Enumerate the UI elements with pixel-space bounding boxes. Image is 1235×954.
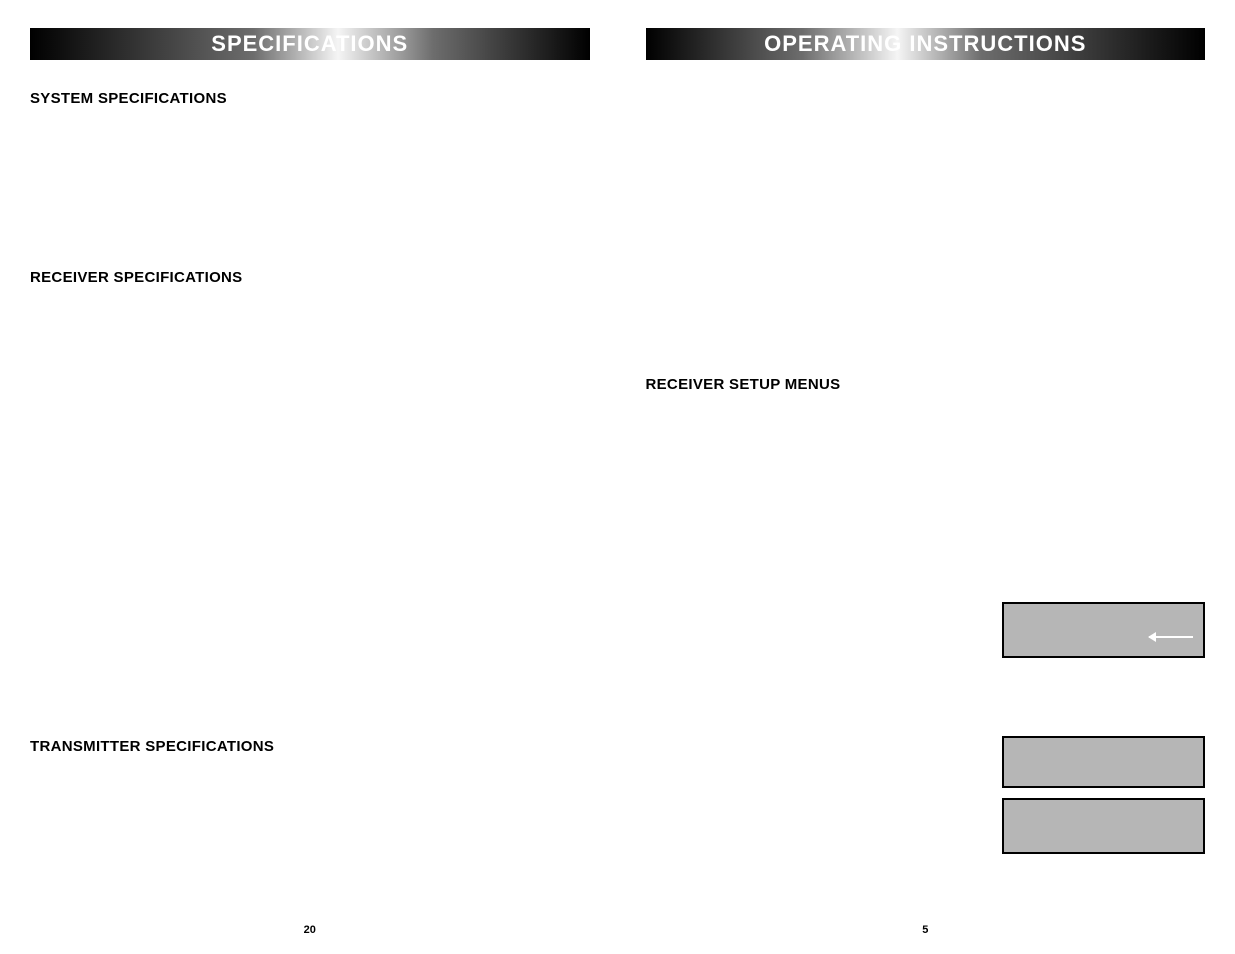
lcd-display-box-1 (1002, 602, 1205, 658)
section-receiver-specs: RECEIVER SPECIFICATIONS (30, 269, 590, 286)
left-page-number: 20 (30, 924, 590, 936)
right-page: OPERATING INSTRUCTIONS RECEIVER SETUP ME… (646, 28, 1206, 936)
lcd-display-box-2 (1002, 736, 1205, 788)
right-page-number: 5 (646, 924, 1206, 936)
section-system-specs: SYSTEM SPECIFICATIONS (30, 90, 590, 107)
left-arrow-icon (1149, 636, 1193, 638)
banner-specifications-text: SPECIFICATIONS (211, 31, 408, 57)
banner-specifications: SPECIFICATIONS (30, 28, 590, 60)
banner-operating-instructions-text: OPERATING INSTRUCTIONS (764, 31, 1086, 57)
left-page: SPECIFICATIONS SYSTEM SPECIFICATIONS REC… (30, 28, 590, 936)
section-receiver-setup-menus: RECEIVER SETUP MENUS (646, 376, 1206, 393)
section-transmitter-specs: TRANSMITTER SPECIFICATIONS (30, 738, 590, 755)
page-spread: SPECIFICATIONS SYSTEM SPECIFICATIONS REC… (0, 0, 1235, 954)
banner-operating-instructions: OPERATING INSTRUCTIONS (646, 28, 1206, 60)
lcd-display-box-3 (1002, 798, 1205, 854)
